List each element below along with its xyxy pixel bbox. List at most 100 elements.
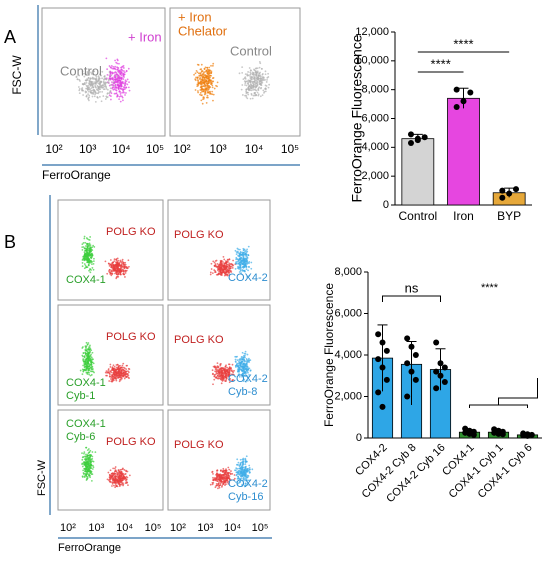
flow-dot [246,276,249,278]
flow-dot [121,96,124,99]
flow-dot [224,268,227,271]
flow-dot [216,480,219,483]
flow-label: Control [230,43,272,58]
flow-dot [87,369,90,372]
flow-dot [97,86,100,89]
flow-dot [197,64,200,66]
flow-dot [250,87,253,90]
flow-dot [213,378,216,381]
flow-dot [126,364,128,367]
flow-dot [224,380,227,382]
flow-dot [205,102,208,104]
flow-dot [121,69,124,72]
flow-dot [225,478,228,481]
data-point [404,393,411,400]
data-point [379,403,386,410]
flow-dot [205,69,208,72]
flow-dot [101,70,104,73]
flow-dot [86,251,89,253]
flow-dot [94,84,97,87]
flow-dot [110,472,113,475]
flow-dot [92,82,95,85]
flow-dot [211,470,214,473]
flow-dot [232,479,235,481]
flow-dot [89,344,91,347]
flow-dot [78,89,81,92]
flow-dot [246,74,249,77]
flow-dot [117,275,120,278]
flow-dot [195,76,197,79]
flow-dot [240,272,243,275]
flow-dot [217,377,219,380]
flow-dot [220,261,223,264]
flow-dot [115,368,117,371]
flow-dot [249,73,252,76]
flow-dot [207,88,210,91]
flow-dot [119,366,122,369]
flow-dot [225,377,228,379]
flow-dot [109,370,111,373]
flow-dot [261,81,264,84]
flow-dot [125,92,127,94]
flow-label: + Iron [128,29,162,44]
flow-dot [86,74,89,76]
flow-dot [117,84,119,87]
flow-dot [245,266,248,268]
flow-dot [205,87,208,90]
flow-dot [121,467,124,470]
flow-dot [82,352,85,354]
flow-dot [111,264,113,267]
flow-dot [226,366,228,369]
annotation: **** [481,282,499,294]
annotation: **** [453,36,473,51]
flow-dot [246,97,249,100]
flow-dot [85,84,88,87]
flow-dot [86,261,89,264]
x-tick-label: 10² [60,522,76,534]
flow-dot [250,261,253,264]
flow-dot [212,472,214,475]
flow-dot [225,364,227,367]
flow-dot [97,82,100,85]
flow-dot [242,367,244,370]
flow-dot [240,467,242,470]
flow-dot [233,474,236,476]
flow-dot [251,78,253,81]
flow-dot [246,368,248,371]
flow-dot [86,70,89,73]
flow-dot [89,77,92,80]
flow-dot [127,371,130,374]
flow-dot [89,244,92,246]
flow-dot [238,248,241,251]
flow-dot [258,66,261,69]
flow-dot [246,91,249,94]
flow-dot [223,258,226,261]
flow-dot [237,260,240,263]
flow-dot [126,83,129,86]
flow-dot [81,476,84,478]
flow-dot [237,464,240,466]
flow-dot [248,67,251,69]
flow-dot [265,85,268,87]
flow-dot [249,369,252,372]
flow-dot [247,371,249,374]
flow-dot [240,88,243,91]
flow-dot [210,268,213,270]
flow-dot [200,85,203,88]
flow-dot [118,485,121,487]
flow-dot [85,474,87,477]
flow-label: POLG KO [106,331,156,343]
flow-dot [224,484,226,487]
flow-dot [120,474,123,477]
flow-dot [244,477,247,480]
flow-dot [240,261,243,264]
flow-dot [202,96,205,99]
y-axis-label: FerroOrange Fluorescence [349,34,365,202]
flow-dot [261,76,264,79]
data-point [408,343,415,350]
flow-dot [248,80,251,82]
flow-dot [117,273,120,275]
flow-dot [211,90,214,93]
flow-dot [244,368,247,370]
flow-dot [200,89,203,91]
